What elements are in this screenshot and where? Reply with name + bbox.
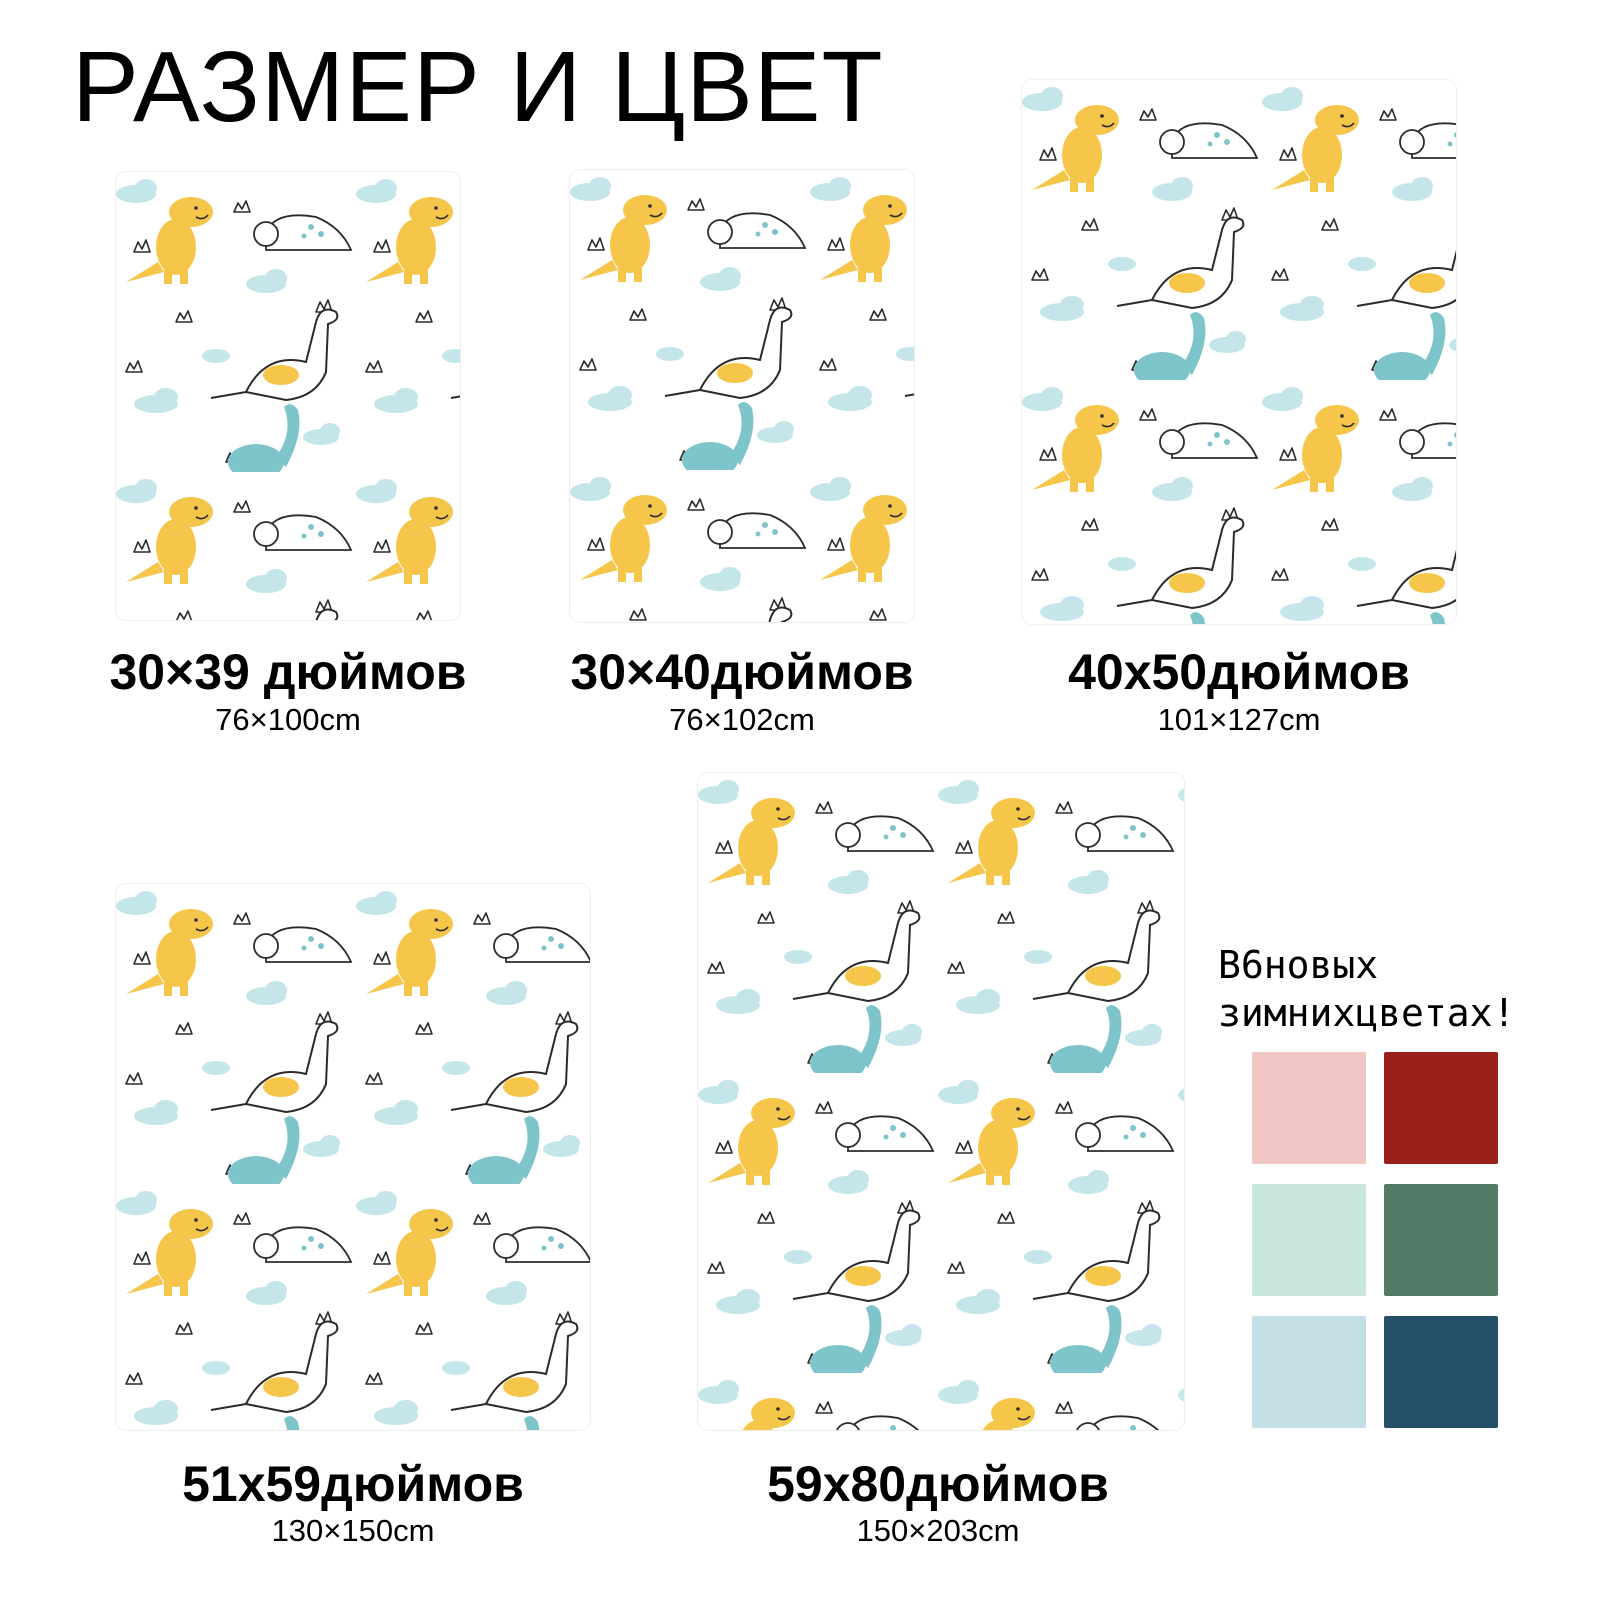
- color-swatch-pink[interactable]: [1252, 1052, 1366, 1164]
- dinosaur-pattern: [116, 172, 460, 620]
- colors-heading-line2: зимнихцветах!: [1218, 990, 1516, 1035]
- size-cm-label: 76×100cm: [215, 702, 361, 737]
- color-swatch-mint[interactable]: [1252, 1184, 1366, 1296]
- size-cm-label: 150×203cm: [856, 1513, 1020, 1548]
- dinosaur-pattern: [570, 170, 914, 622]
- color-swatch-navy[interactable]: [1384, 1316, 1498, 1428]
- color-swatch-red[interactable]: [1384, 1052, 1498, 1164]
- size-inches-label: 30×40дюймов: [570, 644, 914, 700]
- size-inches-label: 59x80дюймов: [767, 1456, 1109, 1512]
- blanket-preview-40x50: [1022, 80, 1456, 624]
- colors-heading: В6новых зимнихцветах!: [1218, 942, 1515, 1037]
- page-title: РАЗМЕР И ЦВЕТ: [72, 31, 884, 143]
- size-inches-label: 30×39 дюймов: [109, 644, 467, 700]
- size-inches-label: 40x50дюймов: [1068, 644, 1410, 700]
- blanket-preview-51x59: [116, 884, 590, 1430]
- dinosaur-pattern: [1022, 80, 1456, 624]
- blanket-preview-30x39: [116, 172, 460, 620]
- blanket-preview-30x40: [570, 170, 914, 622]
- size-cm-label: 130×150cm: [271, 1513, 435, 1548]
- size-cm-label: 76×102cm: [669, 702, 815, 737]
- size-cm-label: 101×127cm: [1157, 702, 1321, 737]
- dinosaur-pattern: [116, 884, 590, 1430]
- color-swatch-light-blue[interactable]: [1252, 1316, 1366, 1428]
- colors-heading-line1: В6новых: [1218, 943, 1379, 987]
- dinosaur-pattern: [698, 773, 1184, 1430]
- size-inches-label: 51x59дюймов: [182, 1456, 524, 1512]
- color-swatch-green[interactable]: [1384, 1184, 1498, 1296]
- blanket-preview-59x80: [698, 773, 1184, 1430]
